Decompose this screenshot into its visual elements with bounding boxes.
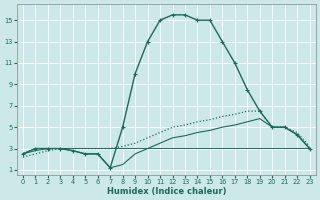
X-axis label: Humidex (Indice chaleur): Humidex (Indice chaleur) (107, 187, 226, 196)
